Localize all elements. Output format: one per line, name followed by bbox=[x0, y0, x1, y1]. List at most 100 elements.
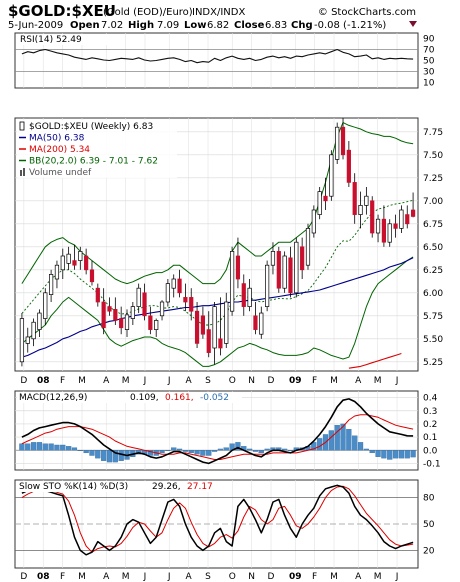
macd-histogram-bar bbox=[217, 448, 224, 451]
macd-histogram-bar bbox=[392, 450, 399, 459]
candle-up bbox=[136, 287, 141, 307]
sto-tick-label: 50 bbox=[423, 520, 435, 530]
macd-histogram-bar bbox=[77, 450, 83, 452]
x-axis-label-price: D bbox=[20, 376, 27, 386]
legend-volume-icon bbox=[20, 170, 22, 176]
x-axis-label-bottom: J bbox=[395, 572, 399, 582]
exchange-label: INDX/INDX bbox=[192, 7, 245, 18]
macd-histogram-bar bbox=[95, 450, 101, 459]
candle-down bbox=[101, 301, 106, 329]
candle-down bbox=[300, 246, 305, 271]
macd-histogram-bar bbox=[42, 443, 48, 451]
macd-tick-label: -0.1 bbox=[423, 459, 441, 469]
macd-histogram-bar bbox=[404, 450, 410, 459]
x-axis-label-bottom: A bbox=[186, 572, 193, 582]
macd-histogram-bar bbox=[83, 450, 89, 454]
price-legend-item: $GOLD:$XEU (Weekly) 6.83 bbox=[29, 122, 153, 132]
x-axis-label-bottom: M bbox=[122, 572, 130, 582]
candle-up bbox=[159, 301, 165, 317]
candle-up bbox=[154, 320, 159, 330]
x-axis-label-price: M bbox=[330, 376, 338, 386]
candle-down bbox=[194, 310, 200, 344]
macd-histogram-bar bbox=[36, 442, 43, 451]
x-axis-label-price: O bbox=[229, 376, 236, 386]
macd-tick-label: 0.3 bbox=[423, 407, 437, 417]
macd-histogram-bar bbox=[66, 446, 72, 451]
x-axis-label-price: A bbox=[186, 376, 193, 386]
quote-low: 6.82 bbox=[207, 20, 229, 31]
macd-histogram-bar bbox=[381, 450, 387, 459]
symbol-title: $GOLD:$XEU bbox=[8, 2, 116, 20]
candle-up bbox=[224, 301, 229, 344]
sto-k-value: 29.26, bbox=[152, 482, 181, 492]
macd-histogram-bar bbox=[375, 450, 381, 457]
quote-low-label: Low bbox=[184, 20, 206, 31]
macd-histogram-bar bbox=[387, 450, 393, 460]
candle-down bbox=[288, 257, 293, 294]
macd-histogram-bar bbox=[311, 442, 317, 451]
quote-chg-label: Chg bbox=[291, 20, 313, 31]
macd-histogram-bar bbox=[147, 450, 153, 456]
macd-histogram-bar bbox=[340, 423, 346, 451]
candle-up bbox=[229, 251, 235, 312]
legend-volume-icon bbox=[23, 168, 25, 176]
candle-down bbox=[346, 149, 351, 183]
price-tick-label: 5.25 bbox=[423, 358, 443, 368]
rsi-label: RSI(14) 52.49 bbox=[20, 35, 82, 45]
candle-up bbox=[270, 251, 276, 266]
x-axis-label-price: 09 bbox=[289, 376, 302, 386]
candle-down bbox=[340, 126, 346, 156]
candle-up bbox=[387, 223, 392, 243]
macd-histogram-bar bbox=[317, 438, 323, 451]
macd-histogram-bar bbox=[112, 450, 118, 463]
sto-k-line bbox=[21, 484, 414, 556]
price-legend-item: MA(50) 6.38 bbox=[29, 134, 85, 144]
rsi-tick-label: 70 bbox=[423, 46, 435, 56]
macd-histogram-bar bbox=[398, 450, 405, 459]
macd-label: MACD(12,26,9) bbox=[19, 393, 87, 403]
rsi-line bbox=[21, 48, 414, 64]
candle-up bbox=[130, 306, 135, 319]
macd-histogram-bar bbox=[106, 450, 113, 463]
candle-up bbox=[37, 312, 42, 330]
macd-histogram-bar bbox=[25, 443, 31, 451]
candle-up bbox=[305, 228, 311, 266]
candle-down bbox=[119, 318, 124, 329]
x-axis-label-price: D bbox=[268, 376, 275, 386]
macd-tick-label: 0.0 bbox=[423, 446, 438, 456]
candle-down bbox=[95, 287, 100, 303]
rsi-tick-label: 90 bbox=[423, 35, 435, 45]
price-legend-item: MA(200) 5.34 bbox=[29, 145, 90, 155]
macd-histogram-value: -0.052 bbox=[200, 393, 229, 403]
x-axis-label-bottom: J bbox=[167, 572, 171, 582]
macd-tick-label: 0.4 bbox=[423, 394, 438, 404]
x-axis-label-price: A bbox=[103, 376, 110, 386]
macd-histogram-bar bbox=[410, 450, 416, 458]
macd-histogram-bar bbox=[71, 447, 78, 451]
macd-histogram-bar bbox=[258, 450, 264, 454]
candle-up bbox=[294, 241, 299, 294]
price-tick-label: 7.50 bbox=[423, 151, 443, 161]
candle-down bbox=[323, 195, 328, 202]
candle-up bbox=[31, 321, 36, 340]
macd-histogram-bar bbox=[334, 425, 340, 451]
macd-histogram-bar bbox=[247, 448, 253, 451]
x-axis-label-bottom: J bbox=[143, 572, 147, 582]
candle-down bbox=[148, 315, 153, 330]
macd-histogram-bar bbox=[171, 447, 177, 451]
price-tick-label: 6.75 bbox=[423, 220, 443, 230]
price-tick-label: 7.25 bbox=[423, 174, 443, 184]
macd-histogram-bar bbox=[159, 450, 165, 454]
x-axis-label-bottom: M bbox=[374, 572, 382, 582]
quote-close: 6.83 bbox=[265, 20, 287, 31]
candle-up bbox=[282, 255, 287, 289]
candle-down bbox=[410, 209, 416, 217]
rsi-tick-label: 50 bbox=[423, 57, 435, 67]
candle-up bbox=[335, 126, 340, 160]
candle-down bbox=[241, 283, 246, 307]
ma200-line bbox=[348, 352, 402, 369]
candle-up bbox=[364, 195, 369, 206]
symbol-name: (Gold (EOD)/Euro) bbox=[103, 7, 193, 18]
x-axis-label-bottom: D bbox=[20, 572, 27, 582]
